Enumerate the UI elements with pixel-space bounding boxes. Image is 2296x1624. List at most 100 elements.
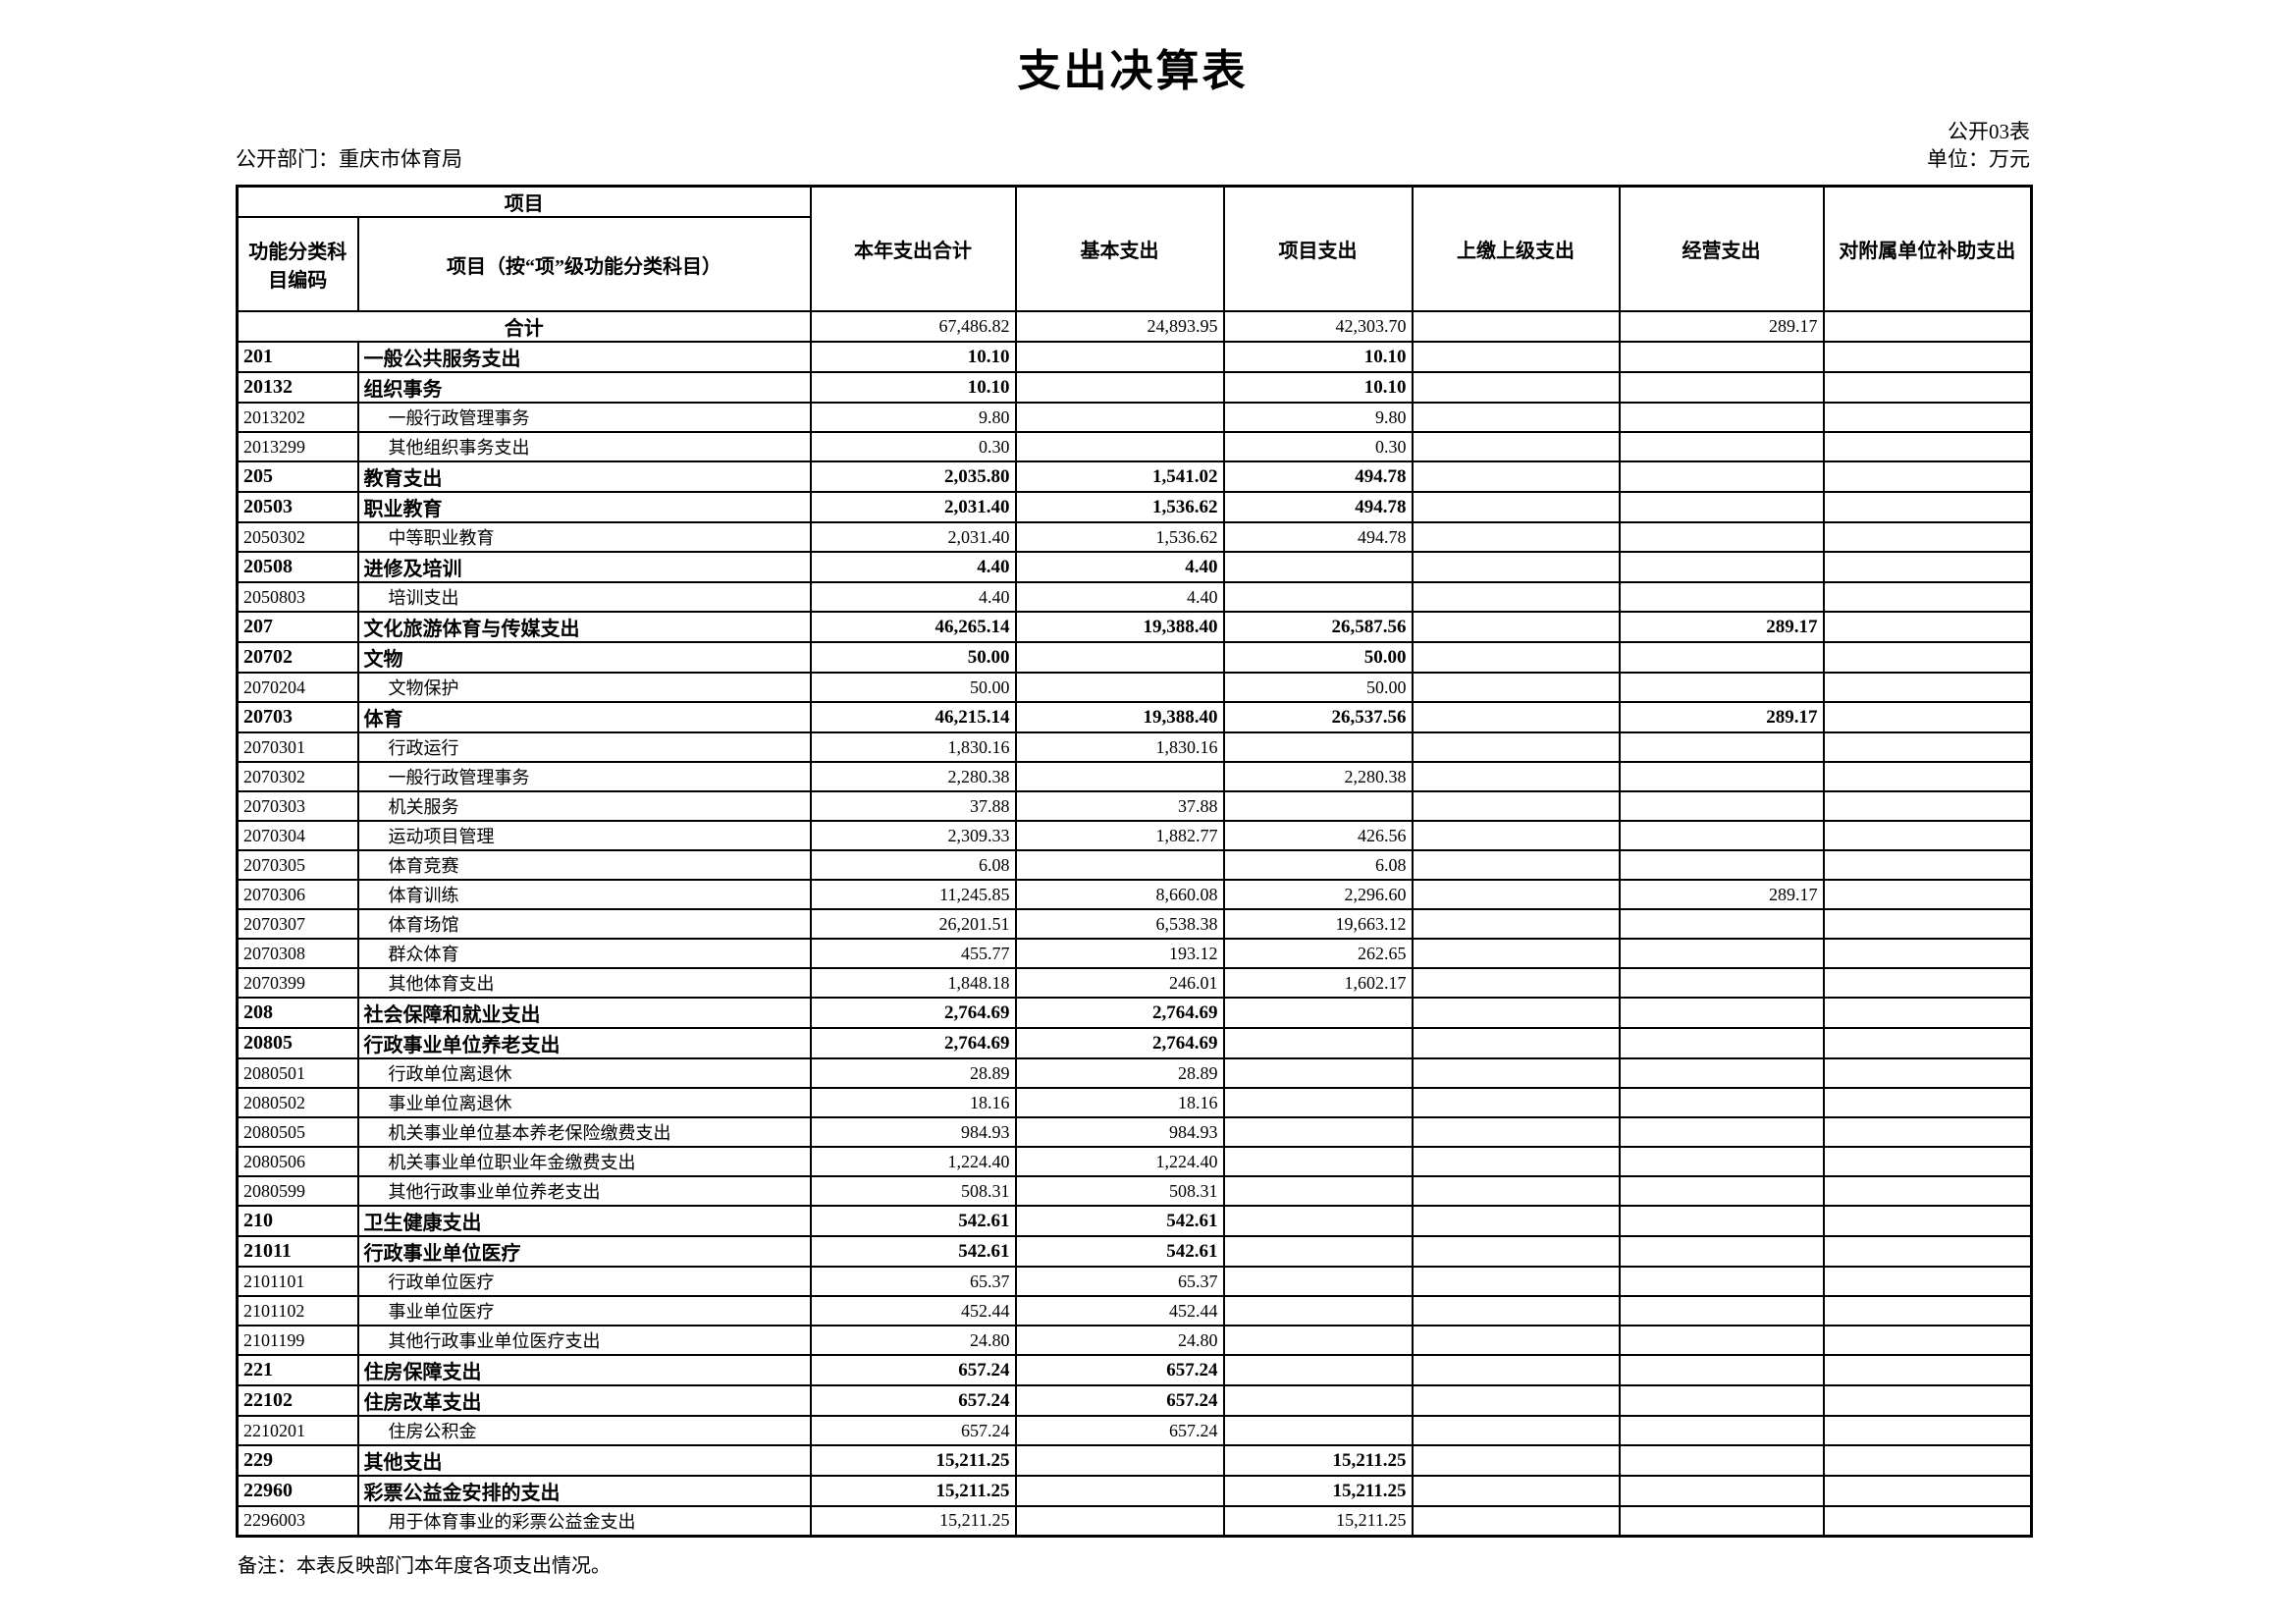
- row-code: 2070399: [236, 967, 359, 999]
- cell-operating: [1618, 1475, 1825, 1507]
- cell-total: 24.80: [809, 1325, 1017, 1356]
- table-row: 20805 行政事业单位养老支出 2,764.69 2,764.69: [236, 1027, 2033, 1059]
- cell-project: 494.78: [1222, 521, 1414, 553]
- cell-upper: [1411, 701, 1621, 733]
- row-code: 229: [236, 1444, 359, 1477]
- cell-total: 10.10: [809, 371, 1017, 404]
- cell-operating: [1618, 1235, 1825, 1268]
- table-row: 2080501 行政单位离退休 28.89 28.89: [236, 1057, 2033, 1089]
- cell-project: 494.78: [1222, 491, 1414, 523]
- cell-total: 37.88: [809, 790, 1017, 822]
- cell-project: [1222, 1415, 1414, 1446]
- cell-subsidy: [1822, 1415, 2033, 1446]
- cell-upper: [1411, 1266, 1621, 1297]
- table-row: 2210201 住房公积金 657.24 657.24: [236, 1415, 2033, 1446]
- cell-basic: 65.37: [1014, 1266, 1225, 1297]
- cell-subsidy: [1822, 641, 2033, 674]
- page: 支出决算表 公开03表 公开部门：重庆市体育局 单位：万元 项目 本年支出合计 …: [236, 0, 2033, 1578]
- row-name: 合计: [236, 310, 812, 343]
- row-name: 体育训练: [356, 879, 812, 910]
- cell-operating: [1618, 938, 1825, 969]
- cell-basic: 24,893.95: [1014, 310, 1225, 343]
- cell-operating: [1618, 1505, 1825, 1537]
- cell-subsidy: [1822, 938, 2033, 969]
- table-row: 22102 住房改革支出 657.24 657.24: [236, 1384, 2033, 1417]
- row-code: 2050302: [236, 521, 359, 553]
- cell-basic: 452.44: [1014, 1295, 1225, 1326]
- cell-basic: [1014, 1475, 1225, 1507]
- cell-operating: [1618, 641, 1825, 674]
- cell-subsidy: [1822, 1175, 2033, 1207]
- row-name: 体育: [356, 701, 812, 733]
- row-name: 其他行政事业单位医疗支出: [356, 1325, 812, 1356]
- cell-subsidy: [1822, 1444, 2033, 1477]
- cell-upper: [1411, 581, 1621, 613]
- cell-total: 2,309.33: [809, 820, 1017, 851]
- cell-subsidy: [1822, 701, 2033, 733]
- cell-total: 26,201.51: [809, 908, 1017, 940]
- cell-total: 6.08: [809, 849, 1017, 881]
- cell-total: 50.00: [809, 641, 1017, 674]
- table-row: 2101102 事业单位医疗 452.44 452.44: [236, 1295, 2033, 1326]
- table-row: 2070305 体育竞赛 6.08 6.08: [236, 849, 2033, 881]
- cell-operating: [1618, 849, 1825, 881]
- cell-project: 42,303.70: [1222, 310, 1414, 343]
- cell-upper: [1411, 1175, 1621, 1207]
- cell-subsidy: [1822, 908, 2033, 940]
- unit-label: 单位：万元: [1927, 147, 2030, 171]
- cell-upper: [1411, 967, 1621, 999]
- cell-upper: [1411, 1505, 1621, 1537]
- cell-basic: 542.61: [1014, 1205, 1225, 1237]
- cell-project: 0.30: [1222, 431, 1414, 462]
- cell-project: [1222, 551, 1414, 583]
- cell-operating: [1618, 997, 1825, 1029]
- cell-operating: [1618, 1325, 1825, 1356]
- row-code: 2080506: [236, 1146, 359, 1177]
- cell-total: 65.37: [809, 1266, 1017, 1297]
- cell-upper: [1411, 521, 1621, 553]
- row-name: 行政运行: [356, 731, 812, 763]
- cell-project: [1222, 581, 1414, 613]
- expenditure-table: 项目 本年支出合计 基本支出 项目支出 上缴上级支出 经营支出 对附属单位补助支…: [236, 185, 2033, 1538]
- cell-total: 2,764.69: [809, 1027, 1017, 1059]
- cell-upper: [1411, 460, 1621, 493]
- cell-total: 2,035.80: [809, 460, 1017, 493]
- cell-total: 15,211.25: [809, 1505, 1017, 1537]
- cell-total: 4.40: [809, 551, 1017, 583]
- cell-basic: 6,538.38: [1014, 908, 1225, 940]
- row-name: 职业教育: [356, 491, 812, 523]
- cell-subsidy: [1822, 672, 2033, 703]
- row-code: 2070303: [236, 790, 359, 822]
- cell-total: 657.24: [809, 1354, 1017, 1386]
- table-row: 2070308 群众体育 455.77 193.12 262.65: [236, 938, 2033, 969]
- cell-operating: [1618, 371, 1825, 404]
- cell-upper: [1411, 790, 1621, 822]
- cell-total: 1,830.16: [809, 731, 1017, 763]
- cell-operating: [1618, 1057, 1825, 1089]
- cell-operating: [1618, 731, 1825, 763]
- cell-basic: 1,536.62: [1014, 491, 1225, 523]
- cell-subsidy: [1822, 371, 2033, 404]
- cell-project: [1222, 1027, 1414, 1059]
- cell-upper: [1411, 1444, 1621, 1477]
- table-row: 2013202 一般行政管理事务 9.80 9.80: [236, 402, 2033, 433]
- table-row: 2070307 体育场馆 26,201.51 6,538.38 19,663.12: [236, 908, 2033, 940]
- table-row: 20132 组织事务 10.10 10.10: [236, 371, 2033, 404]
- table-row: 207 文化旅游体育与传媒支出 46,265.14 19,388.40 26,587.5…: [236, 611, 2033, 643]
- row-code: 2070306: [236, 879, 359, 910]
- row-name: 文化旅游体育与传媒支出: [356, 611, 812, 643]
- cell-basic: 657.24: [1014, 1415, 1225, 1446]
- cell-basic: 1,536.62: [1014, 521, 1225, 553]
- cell-project: [1222, 1325, 1414, 1356]
- cell-operating: [1618, 551, 1825, 583]
- row-code: 20503: [236, 491, 359, 523]
- row-name: 体育场馆: [356, 908, 812, 940]
- cell-upper: [1411, 1354, 1621, 1386]
- table-row: 2070303 机关服务 37.88 37.88: [236, 790, 2033, 822]
- row-code: 2050803: [236, 581, 359, 613]
- cell-basic: 657.24: [1014, 1354, 1225, 1386]
- cell-basic: [1014, 761, 1225, 792]
- cell-upper: [1411, 879, 1621, 910]
- cell-subsidy: [1822, 460, 2033, 493]
- row-code: 21011: [236, 1235, 359, 1268]
